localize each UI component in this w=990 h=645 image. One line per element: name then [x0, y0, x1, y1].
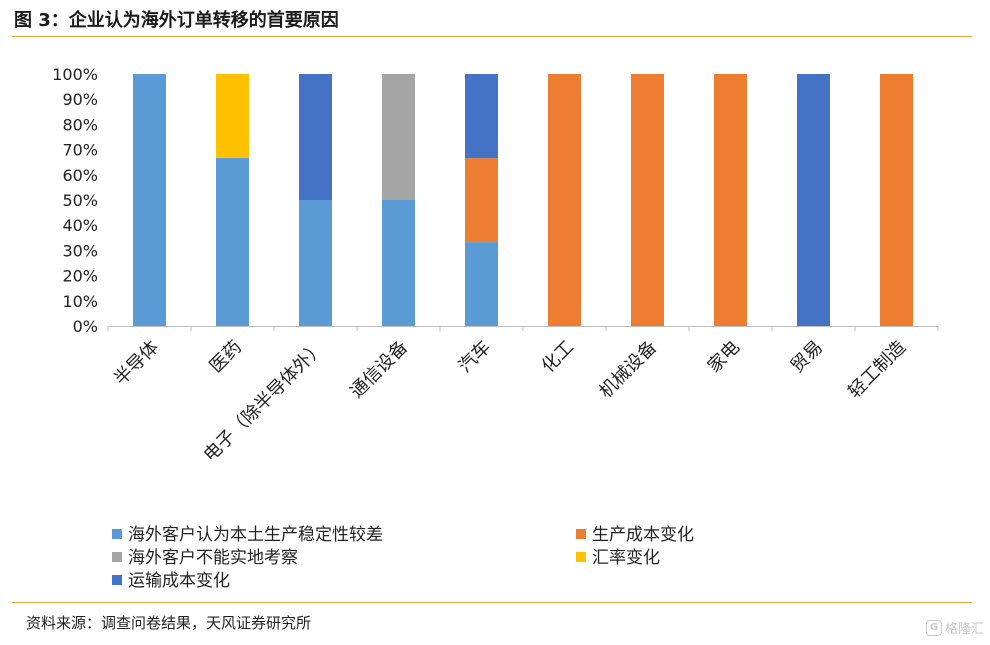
legend-label: 运输成本变化	[128, 571, 230, 591]
x-category-label: 医药	[206, 337, 246, 377]
page-title: 图 3：企业认为海外订单转移的首要原因	[14, 10, 339, 31]
bar-segment	[299, 200, 332, 326]
y-tick-label: 30%	[62, 241, 98, 260]
x-category-label: 汽车	[455, 337, 495, 377]
legend-item-transport-cost: 运输成本变化	[112, 566, 230, 591]
legend-swatch	[112, 552, 122, 562]
x-category-label: 家电	[704, 337, 744, 377]
y-tick-label: 100%	[52, 65, 98, 84]
y-tick-label: 10%	[62, 292, 98, 311]
legend-item-no-onsite-visit: 海外客户不能实地考察	[112, 543, 298, 568]
legend-swatch	[112, 575, 122, 585]
bar-segment	[465, 242, 498, 326]
title-divider	[12, 36, 972, 37]
x-category-label: 机械设备	[595, 337, 661, 403]
legend-label: 海外客户认为本土生产稳定性较差	[128, 525, 383, 545]
x-category-label: 通信设备	[346, 337, 412, 403]
stacked-bar-chart: 0%10%20%30%40%50%60%70%80%90%100%半导体 医药电子…	[52, 65, 939, 466]
y-tick-label: 0%	[73, 317, 98, 336]
x-category-label: 轻工制造	[844, 337, 910, 403]
bar-segment	[548, 74, 581, 326]
bar-segment	[797, 74, 830, 326]
legend-swatch	[576, 552, 586, 562]
legend-swatch	[112, 529, 122, 539]
y-tick-label: 60%	[62, 166, 98, 185]
bar-segment	[382, 74, 415, 200]
y-tick-label: 90%	[62, 90, 98, 109]
bar-segment	[465, 158, 498, 243]
y-tick-label: 80%	[62, 115, 98, 134]
bar-segment	[216, 157, 249, 326]
legend-item-production-cost: 生产成本变化	[576, 520, 694, 545]
watermark-text: 格隆汇	[944, 622, 984, 637]
y-tick-label: 20%	[62, 267, 98, 286]
y-tick-label: 40%	[62, 216, 98, 235]
y-tick-label: 70%	[62, 141, 98, 160]
bar-segment	[382, 200, 415, 326]
x-category-label: 半导体	[110, 337, 163, 390]
legend-label: 生产成本变化	[592, 525, 694, 545]
footer-divider	[12, 602, 972, 603]
bar-segment	[299, 74, 332, 200]
watermark-logo-icon: G	[925, 619, 942, 636]
bar-segment	[465, 74, 498, 159]
bar-segment	[133, 74, 166, 326]
bar-segment	[216, 74, 249, 158]
legend-item-stability: 海外客户认为本土生产稳定性较差	[112, 520, 383, 545]
legend-item-exchange-rate: 汇率变化	[576, 543, 660, 568]
legend-swatch	[576, 529, 586, 539]
watermark: G 格隆汇	[925, 618, 984, 637]
legend-label: 海外客户不能实地考察	[128, 548, 298, 568]
bar-segment	[880, 74, 913, 326]
source-note: 资料来源：调查问卷结果，天风证券研究所	[26, 614, 312, 632]
legend-label: 汇率变化	[592, 548, 660, 568]
x-category-label: 化工	[538, 337, 578, 377]
x-category-label: 贸易	[787, 337, 827, 377]
bar-segment	[714, 74, 747, 326]
y-tick-label: 50%	[62, 191, 98, 210]
bar-segment	[631, 74, 664, 326]
